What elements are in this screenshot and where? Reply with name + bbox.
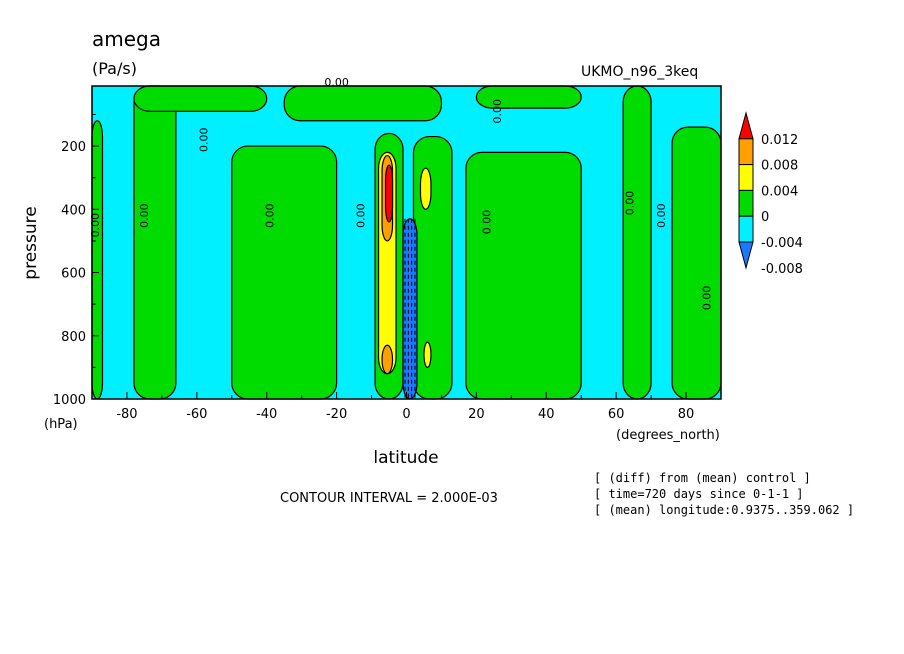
contour-label-9: 0.00 [701,286,714,311]
contour-label-8: 0.00 [655,203,668,228]
info-line-longitude: [ (mean) longitude:0.9375..359.062 ] [594,503,854,517]
colorbar-segment-blue [738,241,754,270]
x-tick-label-4: 0 [402,407,410,422]
contour-label-6: 0.00 [491,99,504,124]
plot-area: 0.00 0.00 0.00 0.00 0.00 0.00 0.00 0.00 0.00 0.00… [89,76,722,400]
colorbar-label-1: -0.004 [761,236,803,251]
contour-band-yellow-2 [423,341,432,368]
contour-label-7: 0.00 [624,191,637,216]
colorbar-segment-green [738,189,754,217]
y-axis-units: (hPa) [44,417,78,432]
colorbar-label-2: 0 [761,210,769,225]
contour-interval: CONTOUR INTERVAL = 2.000E-03 [280,491,498,506]
y-tick-label-3: 800 [61,330,86,345]
y-tick-label-2: 600 [61,267,86,282]
model-name: UKMO_n96_3keq [581,64,698,80]
contour-band-positive-4 [412,135,453,400]
contour-band-yellow-1 [419,167,432,210]
contour-label-10: 0.00 [324,76,349,89]
colorbar-label-5: 0.012 [761,133,798,148]
contour-band-red-0 [384,164,394,223]
chart-title: amega [92,27,161,51]
axes: -80 -60 -40 -20 0 20 40 60 80 200 400 600 800 1000 [53,85,722,422]
contour-band-positive-0 [91,120,104,400]
y-tick-label-1: 400 [61,203,86,218]
contour-band-positive-9 [283,85,443,122]
colorbar-segment-red [738,111,754,140]
contour-band-positive-2 [231,145,338,400]
contour-label-5: 0.00 [480,210,493,235]
colorbar-segment-yellow [738,164,754,191]
colorbar-label-4: 0.008 [761,159,798,174]
y-tick-label-4: 1000 [53,393,86,408]
contour-band-negative-0 [402,218,418,400]
x-tick-label-7: 60 [608,407,625,422]
contour-band-positive-7 [671,126,722,400]
contour-band-positive-8 [133,85,268,112]
x-tick-label-5: 20 [468,407,485,422]
info-line-time: [ time=720 days since 0-1-1 ] [594,487,804,501]
contour-band-positive-5 [465,151,582,400]
colorbar-label-0: -0.008 [761,262,803,277]
x-axis-label: latitude [373,448,438,468]
x-tick-label-1: -60 [186,407,207,422]
contour-label-2: 0.00 [197,127,210,152]
contour-label-4: 0.00 [355,203,368,228]
contour-band-positive-1 [133,85,177,400]
info-line-diff: [ (diff) from (mean) control ] [594,471,811,485]
colorbar: 0.012 0.008 0.004 0 -0.004 -0.008 [738,111,803,277]
chart-units: (Pa/s) [92,59,137,78]
colorbar-segment-orange [738,138,754,166]
x-tick-label-6: 40 [538,407,555,422]
x-tick-label-3: -20 [326,407,347,422]
x-tick-label-2: -40 [256,407,277,422]
contour-label-0: 0.00 [89,213,102,238]
contour-label-3: 0.00 [264,203,277,228]
x-tick-label-8: 80 [678,407,695,422]
contour-label-1: 0.00 [138,203,151,228]
x-tick-label-0: -80 [116,407,137,422]
contour-band-orange-1 [381,344,394,375]
contour-band-positive-6 [622,85,652,400]
colorbar-label-3: 0.004 [761,184,798,199]
x-axis-units: (degrees_north) [616,428,720,443]
y-axis-label: pressure [21,206,41,279]
y-tick-label-0: 200 [61,140,86,155]
colorbar-segment-cyan [738,215,754,243]
